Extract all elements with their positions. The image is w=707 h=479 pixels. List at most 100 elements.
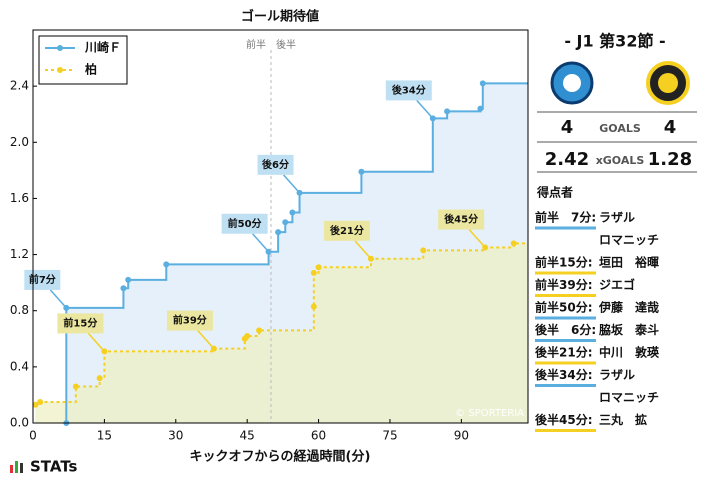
annotation-label: 後45分: [444, 213, 478, 226]
point: [310, 269, 317, 276]
point: [275, 229, 282, 236]
chart-title: ゴール期待値: [241, 9, 319, 25]
x-tick-label: 45: [240, 429, 255, 443]
legend-marker: [57, 45, 63, 51]
point: [244, 332, 251, 339]
point: [256, 327, 263, 334]
halftime-label: 前半: [246, 38, 266, 51]
xgoals: 2.42: [545, 149, 589, 170]
point: [125, 276, 132, 283]
team-logo: [550, 61, 594, 105]
point: [310, 303, 317, 310]
annotation-box: [221, 213, 268, 234]
annotation-box: [57, 313, 104, 334]
annotation-connector: [416, 99, 434, 119]
scorer-name: 中川 敦瑛: [599, 345, 660, 360]
team-logo: [646, 61, 690, 105]
legend-box: [38, 35, 128, 85]
watermark: © SPORTERIA: [455, 408, 524, 419]
scorer-time: 前半39分:: [535, 277, 593, 292]
logo-icon: [10, 461, 23, 473]
annotation-label: 前7分: [29, 273, 56, 286]
annotation-label: 後34分: [392, 83, 426, 96]
annotation-connector: [87, 332, 105, 352]
y-tick-label: 0.0: [10, 416, 29, 430]
scorer-time: 前半15分:: [535, 255, 593, 270]
halftime-label: 後半: [276, 38, 296, 51]
goals: 4: [561, 117, 574, 138]
annotation-box: [257, 154, 294, 175]
point: [37, 398, 44, 405]
logo: STATs: [30, 458, 78, 476]
annotation-label: 後6分: [262, 158, 289, 171]
legend-label: 川崎Ｆ: [84, 40, 121, 55]
area: [35, 243, 528, 423]
scorer-time: 後半34分:: [535, 367, 593, 382]
point: [96, 375, 103, 382]
point: [510, 240, 517, 247]
point: [163, 261, 170, 268]
xgoals-label: xGOALS: [596, 154, 645, 167]
annotation-box: [323, 220, 370, 241]
y-tick-label: 2.4: [10, 79, 29, 93]
point: [32, 401, 39, 408]
annotation-connector: [282, 174, 301, 194]
legend-marker: [57, 67, 63, 73]
scorer-time: 後半45分:: [535, 412, 593, 427]
x-tick-label: 15: [97, 429, 112, 443]
y-tick-label: 1.6: [10, 191, 29, 205]
point: [420, 247, 427, 254]
annotation-box: [385, 80, 432, 101]
x-tick-label: 75: [382, 429, 397, 443]
point: [479, 80, 486, 87]
scorer-time: 前半 7分:: [535, 210, 596, 225]
point: [72, 383, 79, 390]
x-tick-label: 0: [29, 429, 37, 443]
point: [477, 105, 484, 112]
scorer-name: 脇坂 泰斗: [599, 322, 659, 337]
scorer-name: 伊藤 達哉: [598, 300, 659, 315]
point: [315, 264, 322, 271]
annotation-connector: [468, 229, 486, 249]
xgoals: 1.28: [648, 149, 692, 170]
scorer-name: 三丸 拡: [599, 412, 647, 427]
plot-frame: [32, 29, 529, 424]
scorer-time: 後半 6分:: [535, 322, 596, 337]
legend-label: 柏: [85, 62, 97, 77]
y-tick-label: 1.2: [10, 247, 29, 261]
annotation-box: [438, 209, 485, 230]
annotation-label: 前50分: [228, 217, 262, 230]
scorer-name: ラザル: [599, 211, 635, 225]
point: [120, 285, 127, 292]
scorer-name: ロマニッチ: [599, 233, 659, 247]
scorer-name: ロマニッチ: [599, 391, 659, 405]
scorer-name: 垣田 裕暉: [599, 255, 659, 270]
annotation-label: 前39分: [173, 314, 207, 327]
x-tick-label: 30: [168, 429, 183, 443]
annotation-connector: [354, 240, 372, 260]
scorer-name: ラザル: [599, 368, 635, 382]
y-tick-label: 0.8: [10, 303, 29, 317]
point: [289, 209, 296, 216]
plot: [32, 80, 528, 426]
point: [444, 108, 451, 115]
point: [358, 168, 365, 175]
annotation-label: 後21分: [330, 224, 364, 237]
y-tick-label: 0.4: [10, 359, 29, 373]
scorer-name: ジエゴ: [599, 277, 635, 292]
match-title: - J1 第32節 -: [564, 32, 665, 51]
y-tick-label: 2.0: [10, 135, 29, 149]
goals: 4: [664, 117, 677, 138]
annotation-label: 前15分: [63, 316, 97, 329]
x-tick-label: 90: [454, 429, 469, 443]
scorers-title: 得点者: [536, 185, 573, 200]
x-axis-label: キックオフからの経過時間(分): [190, 449, 371, 465]
goals-label: GOALS: [599, 122, 641, 135]
annotation-connector: [252, 233, 270, 253]
annotation-connector: [49, 289, 67, 309]
annotation-connector: [197, 330, 215, 350]
x-tick-label: 60: [311, 429, 326, 443]
scorer-time: 後半21分:: [535, 345, 593, 360]
annotation-box: [166, 310, 213, 331]
